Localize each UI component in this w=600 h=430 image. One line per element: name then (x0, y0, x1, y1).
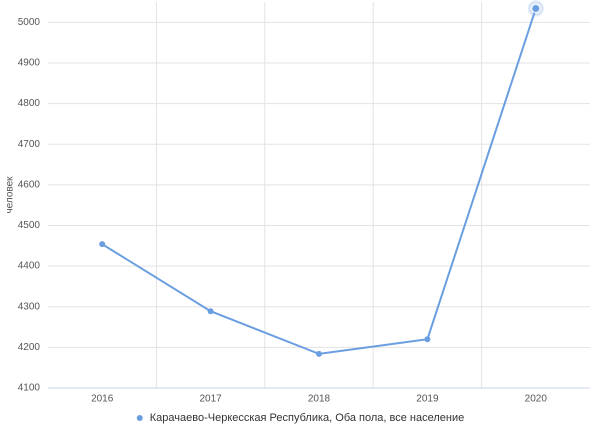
y-tick-label: 4100 (18, 383, 41, 394)
x-tick-label: 2020 (525, 394, 548, 405)
y-tick-label: 4200 (18, 342, 41, 353)
x-tick-label: 2016 (91, 394, 114, 405)
point (207, 308, 214, 315)
y-tick-label: 4900 (18, 58, 41, 69)
y-tick-label: 4500 (18, 220, 41, 231)
y-tick-label: 4800 (18, 98, 41, 109)
point (424, 336, 431, 343)
x-tick-label: 2018 (308, 394, 331, 405)
point (531, 4, 541, 14)
y-axis-label: человек (5, 176, 16, 214)
series-line (101, 8, 537, 355)
point (316, 350, 322, 357)
y-tick-label: 4600 (18, 179, 41, 190)
legend-label: Карачаево-Черкесская Республика, Оба пол… (150, 412, 464, 424)
x-tick-label: 2017 (199, 394, 222, 405)
y-tick-label: 4700 (18, 139, 41, 150)
y-tick-label: 4300 (18, 301, 41, 312)
point (99, 241, 106, 248)
y-tick-label: 5000 (18, 17, 41, 28)
legend-marker (136, 415, 143, 421)
x-tick-label: 2019 (416, 394, 439, 405)
y-tick-label: 4400 (18, 261, 41, 272)
